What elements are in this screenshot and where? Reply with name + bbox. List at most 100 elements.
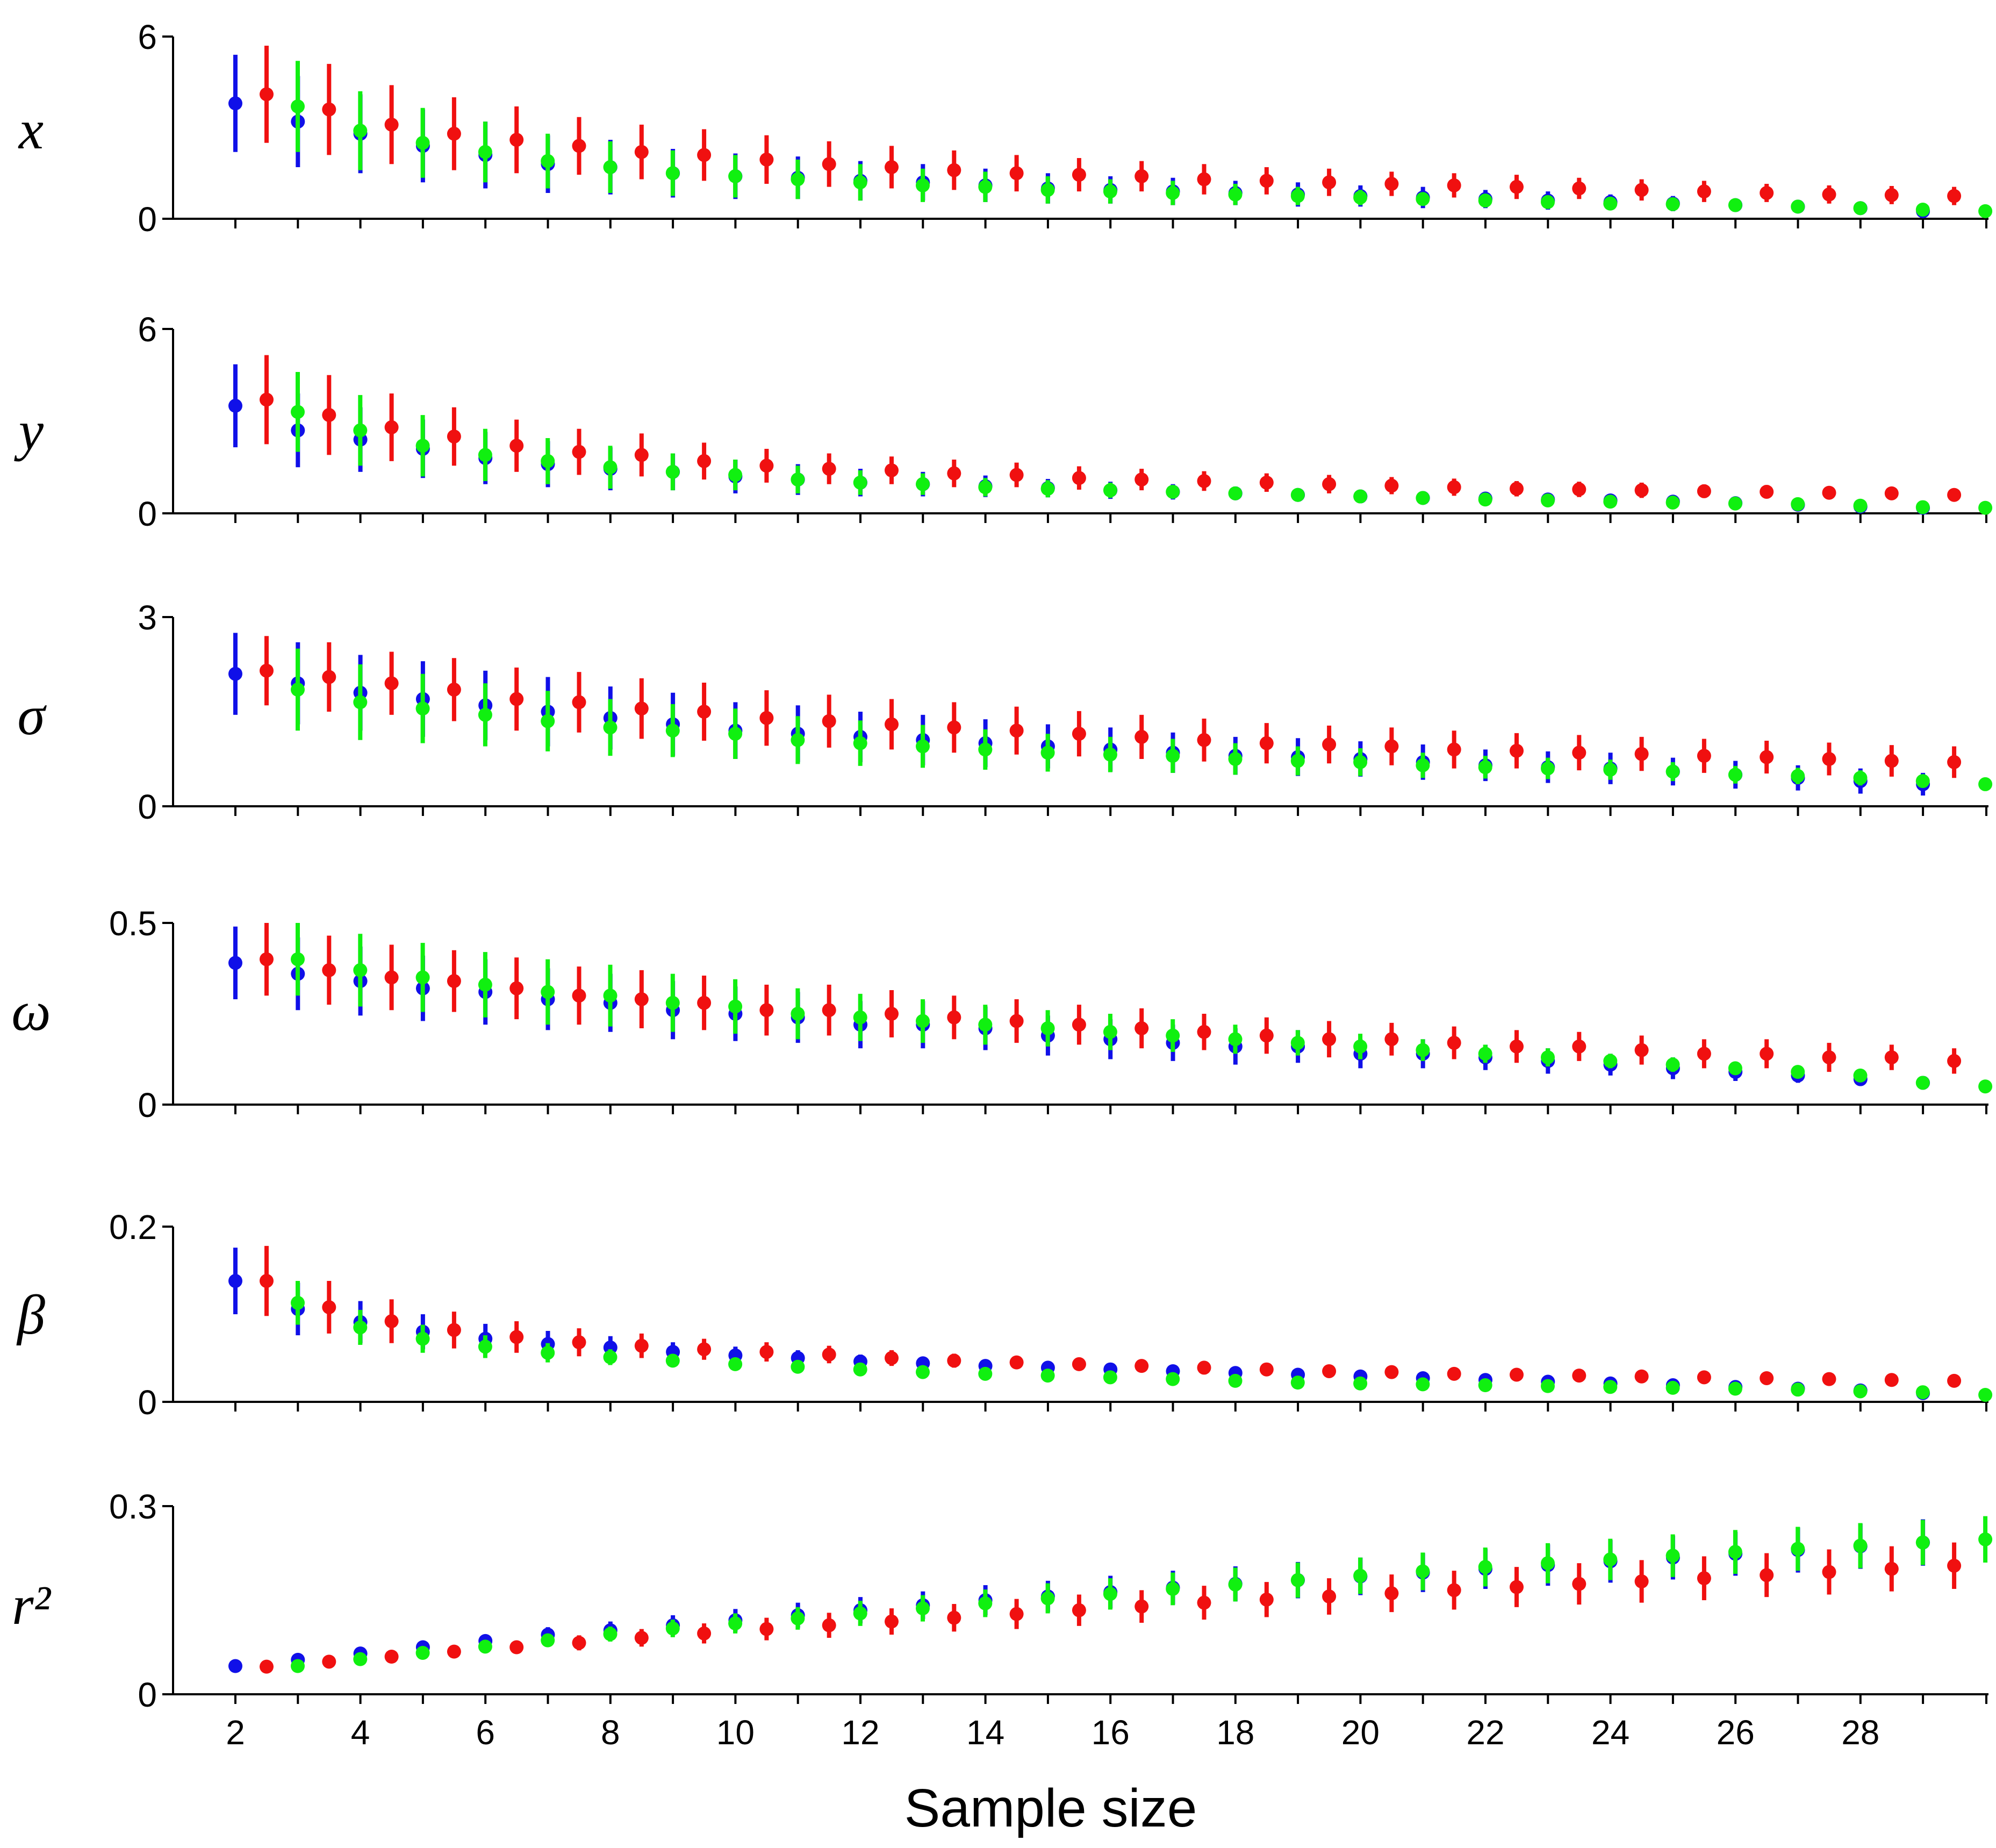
data-point xyxy=(853,1606,867,1621)
data-point xyxy=(1322,1032,1337,1047)
data-point xyxy=(916,1365,930,1379)
data-point xyxy=(885,160,899,174)
data-point xyxy=(1603,762,1618,777)
data-point xyxy=(1353,1376,1368,1391)
data-point xyxy=(322,1300,336,1314)
data-point xyxy=(572,1335,586,1350)
data-point xyxy=(1447,1366,1461,1381)
x-tick-label: 4 xyxy=(351,1713,370,1752)
data-point xyxy=(1290,1036,1305,1050)
data-point xyxy=(1103,184,1117,199)
data-point xyxy=(1541,1556,1555,1571)
data-point xyxy=(791,1611,805,1625)
data-point xyxy=(1947,1558,1962,1573)
data-point xyxy=(1697,1370,1711,1385)
data-point xyxy=(1853,1068,1868,1083)
data-point xyxy=(353,1320,368,1335)
data-point xyxy=(1791,1383,1805,1397)
data-point xyxy=(1760,1047,1774,1061)
data-point xyxy=(1884,1562,1899,1576)
series-red xyxy=(260,45,1962,205)
data-point xyxy=(634,145,649,159)
series-green xyxy=(291,648,1993,791)
data-point xyxy=(759,1345,774,1359)
data-point xyxy=(1322,1589,1337,1603)
data-point xyxy=(1259,1592,1274,1607)
data-point xyxy=(1259,1028,1274,1043)
data-point xyxy=(603,160,618,174)
data-point xyxy=(260,663,274,678)
data-point xyxy=(822,1347,836,1362)
data-point xyxy=(572,445,586,459)
panel-label: σ xyxy=(17,685,47,747)
data-point xyxy=(1166,185,1180,200)
data-point xyxy=(1728,1381,1742,1396)
series-red xyxy=(260,1542,1962,1674)
data-point xyxy=(228,1274,242,1288)
data-point xyxy=(478,977,492,992)
data-point xyxy=(1634,1369,1649,1384)
data-point xyxy=(1634,483,1649,498)
data-point xyxy=(947,720,961,735)
data-point xyxy=(291,1295,305,1310)
data-point xyxy=(1541,761,1555,776)
data-point xyxy=(665,1353,680,1368)
data-point xyxy=(322,1654,336,1669)
data-point xyxy=(822,157,836,171)
data-point xyxy=(1135,1359,1149,1373)
data-point xyxy=(353,124,368,138)
x-axis-title: Sample size xyxy=(904,1778,1197,1838)
data-point xyxy=(384,117,399,132)
data-point xyxy=(1884,1050,1899,1065)
data-point xyxy=(759,1622,774,1636)
data-point xyxy=(1915,1535,1930,1550)
data-point xyxy=(384,1650,399,1664)
y-tick-label: 6 xyxy=(138,310,157,349)
data-point xyxy=(978,1366,993,1381)
data-point xyxy=(1541,493,1555,507)
data-point xyxy=(447,682,461,697)
data-point xyxy=(1822,1565,1836,1579)
data-point xyxy=(1760,1371,1774,1385)
data-point xyxy=(1197,1595,1211,1610)
data-point xyxy=(885,463,899,477)
data-point xyxy=(1665,764,1680,779)
data-point xyxy=(1853,1538,1868,1553)
data-point xyxy=(1009,468,1024,482)
data-point xyxy=(791,172,805,187)
data-point xyxy=(1072,1603,1086,1617)
data-point xyxy=(1915,1385,1930,1400)
data-point xyxy=(665,1621,680,1636)
data-point xyxy=(697,454,712,468)
data-point xyxy=(1603,196,1618,211)
data-point xyxy=(853,736,867,750)
data-point xyxy=(384,970,399,985)
data-point xyxy=(541,1345,555,1360)
data-point xyxy=(916,477,930,491)
data-point xyxy=(260,392,274,407)
panel-1: 0 6 x xyxy=(18,18,1993,239)
data-point xyxy=(885,1007,899,1021)
data-point xyxy=(1791,497,1805,511)
data-point xyxy=(1853,201,1868,216)
data-point xyxy=(1634,1574,1649,1588)
x-tick-label: 18 xyxy=(1216,1713,1254,1752)
data-point xyxy=(228,956,242,970)
series-green xyxy=(291,1281,1993,1402)
data-point xyxy=(541,154,555,168)
data-point xyxy=(1290,1573,1305,1587)
data-point xyxy=(291,952,305,966)
panels: 0 6 x 0 6 y 0 3 σ 0 0.5 ω 0 0.2 β 0 0.3 r² xyxy=(11,18,1993,1714)
data-point xyxy=(697,148,712,162)
data-point xyxy=(885,1351,899,1365)
data-point xyxy=(1915,203,1930,217)
data-point xyxy=(1259,174,1274,188)
data-point xyxy=(853,175,867,190)
data-point xyxy=(759,1003,774,1018)
data-point xyxy=(1572,181,1586,196)
data-point xyxy=(791,472,805,487)
data-point xyxy=(1510,1367,1524,1382)
data-point xyxy=(572,1636,586,1650)
data-point xyxy=(1009,166,1024,181)
